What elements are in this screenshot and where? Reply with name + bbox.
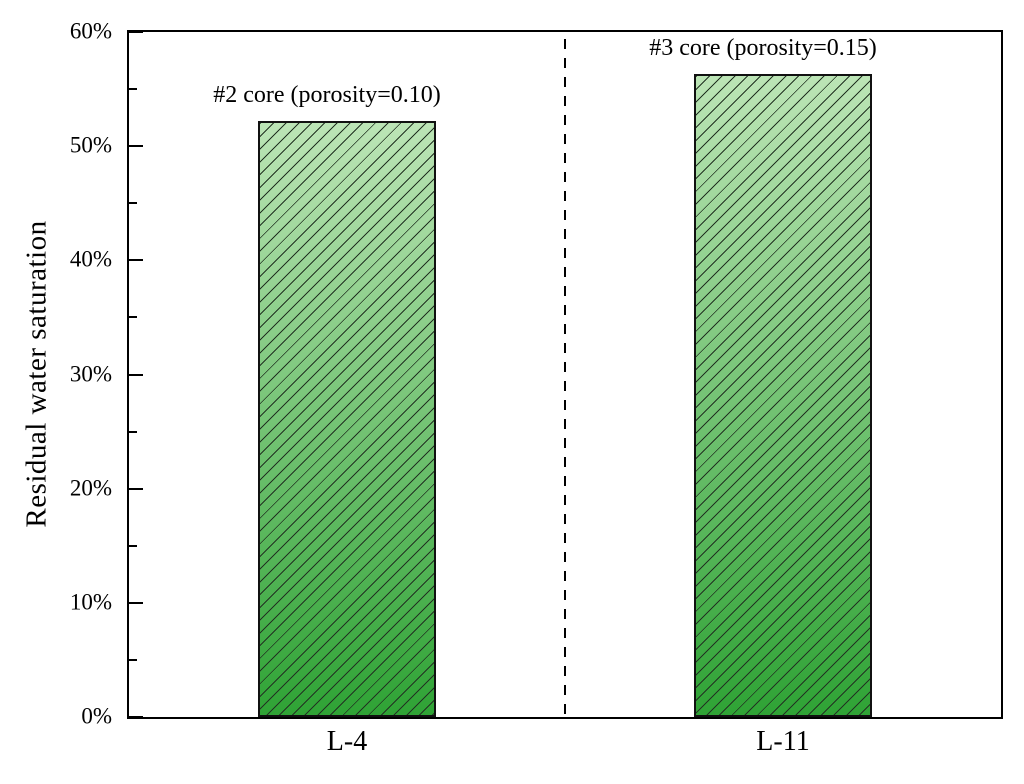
y-minor-tick [129,316,137,319]
y-minor-tick [129,430,137,433]
x-tick-label: L-4 [326,726,368,757]
category-divider-dashed-line [564,39,566,717]
y-major-tick [129,716,143,718]
y-major-tick [129,145,143,148]
y-tick-label: 30% [69,360,112,386]
y-tick-label: 10% [69,589,112,615]
y-minor-tick [129,544,137,547]
y-minor-tick [129,202,137,205]
y-tick-label: 50% [69,132,112,158]
y-major-tick [129,601,143,604]
y-minor-tick [129,88,137,91]
y-major-tick [129,31,143,33]
bar-L-4 [258,121,436,717]
y-tick-label: 20% [69,475,112,501]
bar-annotation: #2 core (porosity=0.10) [213,82,441,109]
y-tick-label: 60% [69,18,112,44]
bar-annotation: #3 core (porosity=0.15) [649,35,877,62]
y-minor-tick [129,658,137,661]
x-tick-label: L-11 [756,726,810,757]
plot-area: #2 core (porosity=0.10) #3 core (porosity… [127,30,1003,719]
y-major-tick [129,373,143,376]
y-tick-label: 0% [81,703,112,729]
y-major-tick [129,487,143,490]
y-major-tick [129,259,143,262]
bar-L-11 [694,74,872,717]
y-tick-label: 40% [69,246,112,272]
